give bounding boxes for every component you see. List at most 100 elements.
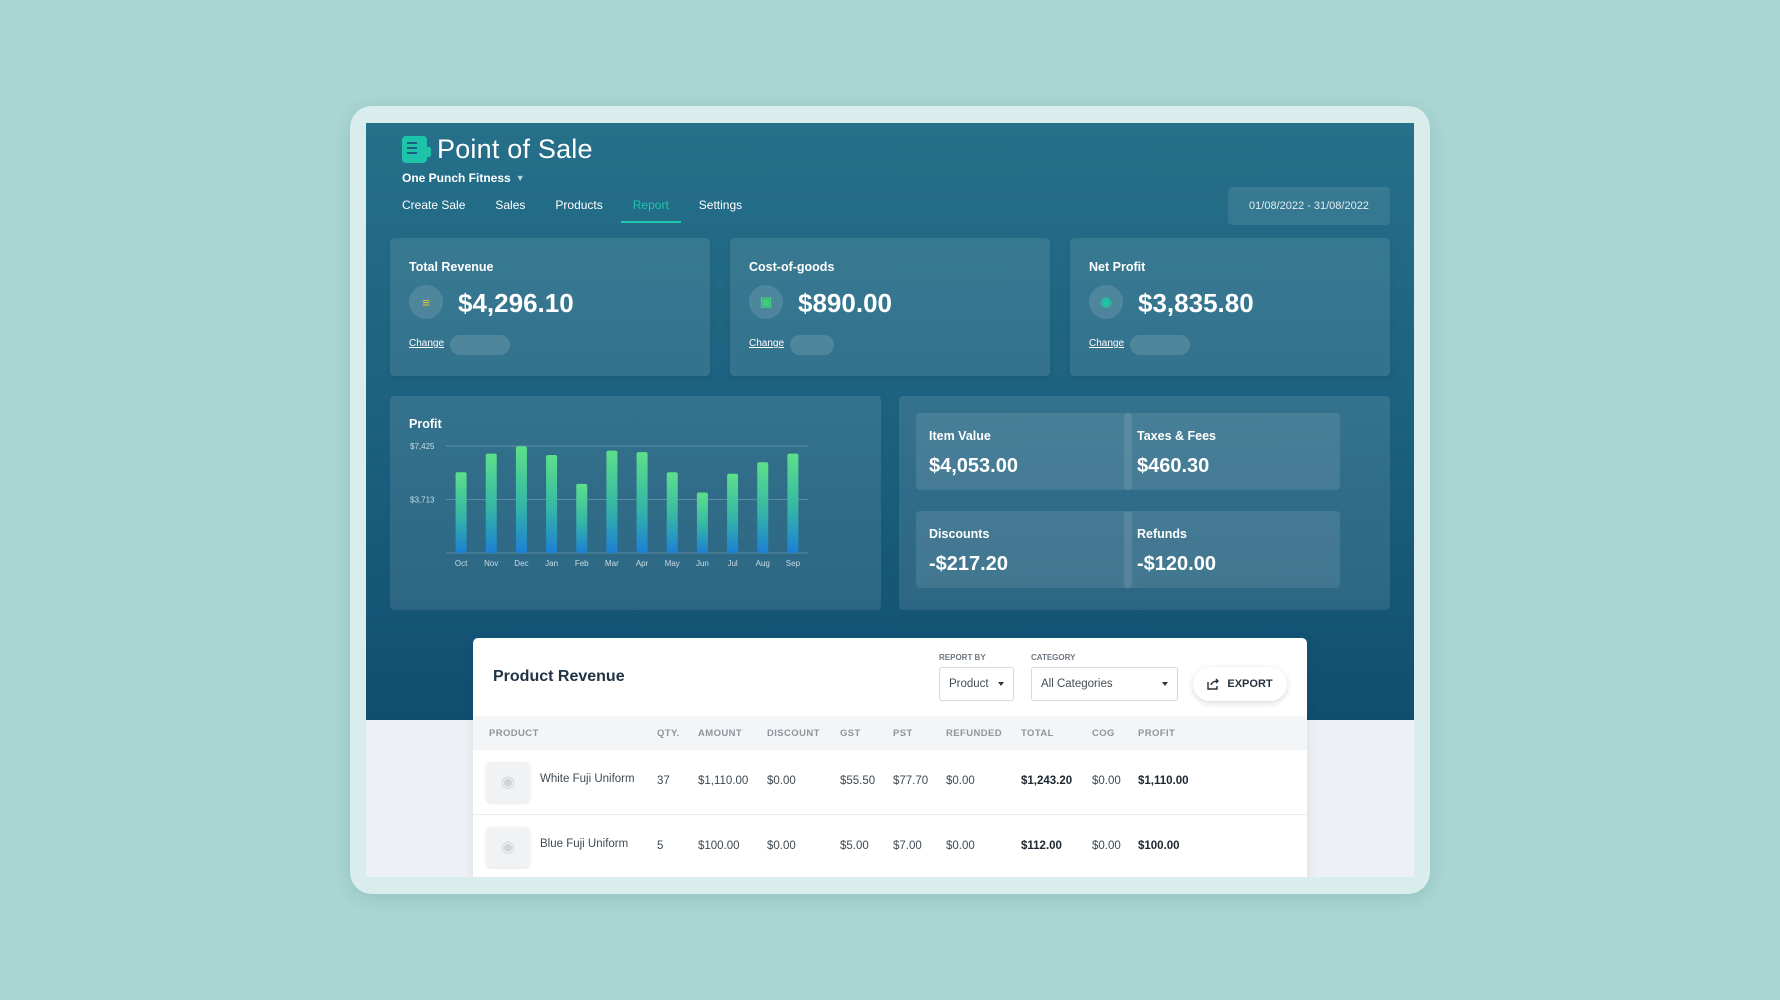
chevron-down-icon: ▼: [515, 173, 525, 183]
profit-icon: ◉: [1089, 285, 1123, 319]
stat-value: $460.30: [1137, 455, 1210, 477]
kpi-cost-of-goods: Cost-of-goods ▣ $890.00 Change: [730, 238, 1050, 376]
stat-label: Discounts: [929, 527, 990, 541]
cell-profit: $100.00: [1138, 840, 1180, 852]
kpi-label: Cost-of-goods: [749, 260, 835, 274]
cell-pst: $77.70: [893, 775, 929, 787]
category-select[interactable]: All Categories: [1031, 667, 1178, 701]
export-button[interactable]: EXPORT: [1193, 667, 1287, 701]
kpi-label: Net Profit: [1089, 260, 1146, 274]
profit-chart-panel: Profit $7,425 $3,713 Oct Nov Dec Jan Feb Mar Apr…: [390, 396, 881, 610]
cell-discount: $0.00: [767, 775, 796, 787]
export-label: EXPORT: [1227, 678, 1273, 690]
stat-value: -$217.20: [929, 553, 1008, 575]
report-by-value: Product: [949, 678, 989, 690]
cell-discount: $0.00: [767, 840, 796, 852]
y-tick-label: $7,425: [410, 442, 435, 451]
revenue-icon: ≡: [409, 285, 443, 319]
kpi-net-profit: Net Profit ◉ $3,835.80 Change: [1070, 238, 1390, 376]
x-tick-label: Nov: [484, 559, 498, 568]
kpi-value: $890.00: [798, 288, 892, 318]
report-header: Point of Sale One Punch Fitness ▼ Create…: [366, 123, 1414, 720]
y-tick-label: $3,713: [410, 496, 435, 505]
cell-cog: $0.00: [1092, 775, 1121, 787]
product-name: Blue Fuji Uniform: [540, 838, 629, 850]
tab-settings[interactable]: Settings: [698, 198, 743, 212]
stat-refunds: Refunds -$120.00: [1124, 511, 1340, 588]
category-label: CATEGORY: [1031, 653, 1076, 662]
app-window: Point of Sale One Punch Fitness ▼ Create…: [366, 123, 1414, 877]
tab-products[interactable]: Products: [555, 198, 603, 212]
stat-value: -$120.00: [1137, 553, 1216, 575]
chart-bar: [696, 492, 708, 553]
table-row[interactable]: ◉ Blue Fuji Uniform 5 $100.00 $0.00 $5.0…: [473, 814, 1307, 877]
stat-item-value: Item Value $4,053.00: [916, 413, 1132, 490]
x-tick-label: Feb: [575, 559, 589, 568]
change-badge: [450, 335, 510, 355]
x-tick-label: Dec: [514, 559, 528, 568]
category-value: All Categories: [1041, 678, 1113, 690]
col-amount[interactable]: AMOUNT: [698, 728, 743, 739]
stat-discounts: Discounts -$217.20: [916, 511, 1132, 588]
col-pst[interactable]: PST: [893, 728, 913, 739]
kpi-change-label: Change: [1089, 338, 1125, 349]
summary-stats-panel: Item Value $4,053.00 Taxes & Fees $460.3…: [899, 396, 1390, 610]
caret-down-icon: [998, 682, 1004, 686]
app-title: Point of Sale: [437, 134, 593, 164]
tab-create-sale[interactable]: Create Sale: [402, 198, 466, 212]
kpi-change-label: Change: [749, 338, 785, 349]
stat-taxes-fees: Taxes & Fees $460.30: [1124, 413, 1340, 490]
organization-selector[interactable]: One Punch Fitness ▼: [402, 171, 525, 185]
chart-bar: [515, 446, 527, 553]
chart-bar: [455, 472, 467, 553]
col-refunded[interactable]: REFUNDED: [946, 728, 1002, 739]
kpi-total-revenue: Total Revenue ≡ $4,296.10 Change: [390, 238, 710, 376]
caret-down-icon: [1162, 682, 1168, 686]
chart-bar: [757, 462, 769, 553]
kpi-value: $4,296.10: [458, 288, 574, 318]
chart-bar: [787, 453, 799, 553]
x-tick-label: Mar: [605, 559, 619, 568]
chart-bar: [576, 483, 588, 553]
col-discount[interactable]: DISCOUNT: [767, 728, 820, 739]
col-qty[interactable]: QTY.: [657, 728, 680, 739]
product-thumbnail-icon: ◉: [486, 827, 530, 867]
change-badge: [1130, 335, 1190, 355]
main-nav: Create Sale Sales Products Report Settin…: [402, 198, 760, 223]
cell-total: $112.00: [1021, 840, 1062, 852]
change-badge: [790, 335, 834, 355]
chart-bar: [485, 453, 497, 553]
x-tick-label: Aug: [756, 559, 770, 568]
profit-chart: $7,425 $3,713 Oct Nov Dec Jan Feb Mar Apr May Jun J…: [410, 442, 808, 568]
x-tick-label: Jul: [727, 559, 737, 568]
cell-qty: 37: [657, 775, 670, 787]
report-by-select[interactable]: Product: [939, 667, 1014, 701]
cell-gst: $5.00: [840, 840, 869, 852]
chart-title: Profit: [409, 417, 442, 431]
stat-label: Refunds: [1137, 527, 1187, 541]
cell-pst: $7.00: [893, 840, 922, 852]
col-product[interactable]: PRODUCT: [489, 728, 539, 739]
col-total[interactable]: TOTAL: [1021, 728, 1054, 739]
date-range-picker[interactable]: 01/08/2022 - 31/08/2022: [1228, 187, 1390, 225]
report-by-label: REPORT BY: [939, 653, 986, 662]
table-header: PRODUCT QTY. AMOUNT DISCOUNT GST PST REF…: [473, 716, 1307, 750]
col-gst[interactable]: GST: [840, 728, 861, 739]
chart-bar: [666, 472, 678, 553]
tab-sales[interactable]: Sales: [495, 198, 526, 212]
tab-report[interactable]: Report: [620, 198, 681, 223]
x-tick-label: May: [665, 559, 680, 568]
table-row[interactable]: ◉ White Fuji Uniform 37 $1,110.00 $0.00 …: [473, 750, 1307, 814]
chart-bar: [606, 450, 618, 553]
cell-cog: $0.00: [1092, 840, 1121, 852]
col-cog[interactable]: COG: [1092, 728, 1115, 739]
col-profit[interactable]: PROFIT: [1138, 728, 1176, 739]
x-tick-label: Sep: [786, 559, 801, 568]
chart-bar: [727, 473, 739, 553]
organization-name: One Punch Fitness: [402, 171, 511, 185]
product-revenue-card: Product Revenue REPORT BY Product CATEGO…: [473, 638, 1307, 877]
product-thumbnail-icon: ◉: [486, 762, 530, 802]
x-tick-label: Jan: [545, 559, 558, 568]
x-tick-label: Apr: [636, 559, 649, 568]
cell-amount: $1,110.00: [698, 775, 749, 787]
